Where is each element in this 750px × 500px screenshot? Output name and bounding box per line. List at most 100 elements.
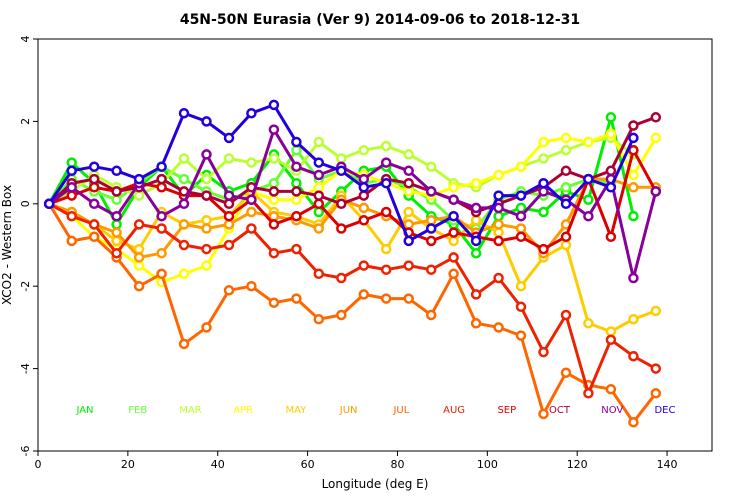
data-point-may: [380, 243, 392, 255]
data-point-sep: [268, 219, 280, 230]
data-point-aug: [560, 309, 572, 321]
legend-entry-apr: APR: [233, 405, 253, 416]
data-point-apr: [313, 182, 325, 193]
data-point-dec: [380, 177, 392, 189]
data-point-aug: [605, 334, 617, 346]
legend-entry-oct: OCT: [549, 405, 571, 416]
data-point-nov: [448, 194, 459, 205]
x-axis-label: Longitude (deg E): [322, 477, 429, 491]
series-line-may: [48, 189, 657, 333]
data-point-nov: [628, 272, 639, 284]
data-point-mar: [313, 136, 325, 148]
data-point-aug: [156, 223, 167, 234]
data-point-oct: [336, 198, 347, 210]
data-point-oct: [628, 120, 639, 131]
data-point-dec: [133, 173, 145, 185]
data-point-aug: [246, 223, 257, 234]
data-point-sep: [358, 215, 370, 226]
data-point-dec: [223, 132, 235, 144]
data-point-dec: [291, 136, 302, 148]
data-point-may: [111, 235, 122, 247]
legend-entry-jul: JUL: [392, 405, 409, 416]
x-tick-label: 80: [390, 458, 404, 471]
data-point-dec: [515, 190, 527, 201]
data-point-jan: [66, 157, 77, 168]
data-point-dec: [583, 173, 594, 185]
legend-entry-aug: AUG: [443, 405, 465, 416]
data-point-jan: [538, 206, 549, 218]
series-layer: [43, 99, 662, 428]
data-point-may: [403, 206, 414, 218]
data-point-dec: [43, 198, 55, 210]
data-point-nov: [538, 186, 549, 197]
data-point-mar: [403, 149, 414, 160]
data-point-jul: [448, 268, 459, 280]
data-point-nov: [380, 157, 392, 168]
data-point-sep: [605, 231, 617, 243]
data-point-jul: [358, 289, 370, 300]
data-point-sep: [560, 231, 572, 243]
data-point-aug: [650, 363, 662, 374]
data-point-dec: [358, 182, 370, 193]
y-tick-label: -4: [19, 363, 32, 374]
data-point-nov: [358, 173, 370, 185]
data-point-jun: [246, 206, 257, 218]
series-line-nov: [48, 128, 658, 280]
data-point-jul: [650, 388, 662, 399]
y-tick-label: 2: [19, 118, 32, 125]
data-point-aug: [178, 239, 190, 251]
data-point-may: [493, 227, 504, 238]
data-point-feb: [268, 177, 280, 189]
data-point-sep: [223, 210, 235, 222]
series-dec: [43, 99, 639, 247]
data-point-apr: [268, 194, 280, 205]
data-point-nov: [291, 161, 302, 172]
data-point-aug: [313, 268, 325, 280]
data-point-may: [560, 239, 572, 251]
data-point-oct: [403, 177, 414, 189]
data-point-may: [470, 215, 482, 226]
data-point-sep: [448, 227, 459, 238]
data-point-aug: [448, 252, 459, 263]
legend-entry-may: MAY: [286, 405, 308, 416]
data-point-jun: [111, 227, 122, 238]
data-point-jul: [493, 322, 504, 333]
data-point-apr: [133, 260, 145, 271]
data-point-jan: [583, 194, 594, 205]
data-point-jul: [628, 416, 639, 428]
data-point-aug: [111, 247, 122, 259]
data-point-mar: [538, 153, 549, 164]
data-point-jun: [201, 223, 212, 234]
data-point-nov: [425, 186, 437, 197]
data-point-nov: [470, 202, 482, 214]
data-point-oct: [111, 186, 122, 197]
data-point-jun: [515, 223, 527, 234]
legend-entry-feb: FEB: [128, 405, 147, 416]
data-point-apr: [493, 169, 504, 181]
data-point-dec: [268, 99, 280, 111]
data-point-apr: [201, 260, 212, 271]
data-point-nov: [650, 186, 662, 197]
data-point-oct: [560, 165, 572, 177]
data-point-jul: [560, 367, 572, 378]
data-point-jun: [133, 252, 145, 263]
data-point-aug: [515, 301, 527, 313]
data-point-jun: [403, 219, 414, 230]
data-point-jul: [88, 231, 100, 243]
legend-entry-dec: DEC: [654, 405, 675, 416]
data-point-nov: [583, 210, 594, 222]
data-point-may: [201, 215, 212, 226]
data-point-aug: [336, 272, 347, 284]
data-point-feb: [111, 194, 122, 205]
data-point-mar: [425, 161, 437, 172]
data-point-jul: [470, 318, 482, 329]
data-point-aug: [380, 264, 392, 275]
data-point-sep: [380, 206, 392, 218]
data-point-nov: [268, 124, 280, 135]
data-point-may: [133, 243, 145, 255]
data-point-oct: [358, 190, 370, 201]
series-jun: [43, 173, 662, 263]
data-point-aug: [628, 350, 639, 362]
legend-entry-sep: SEP: [497, 405, 516, 416]
